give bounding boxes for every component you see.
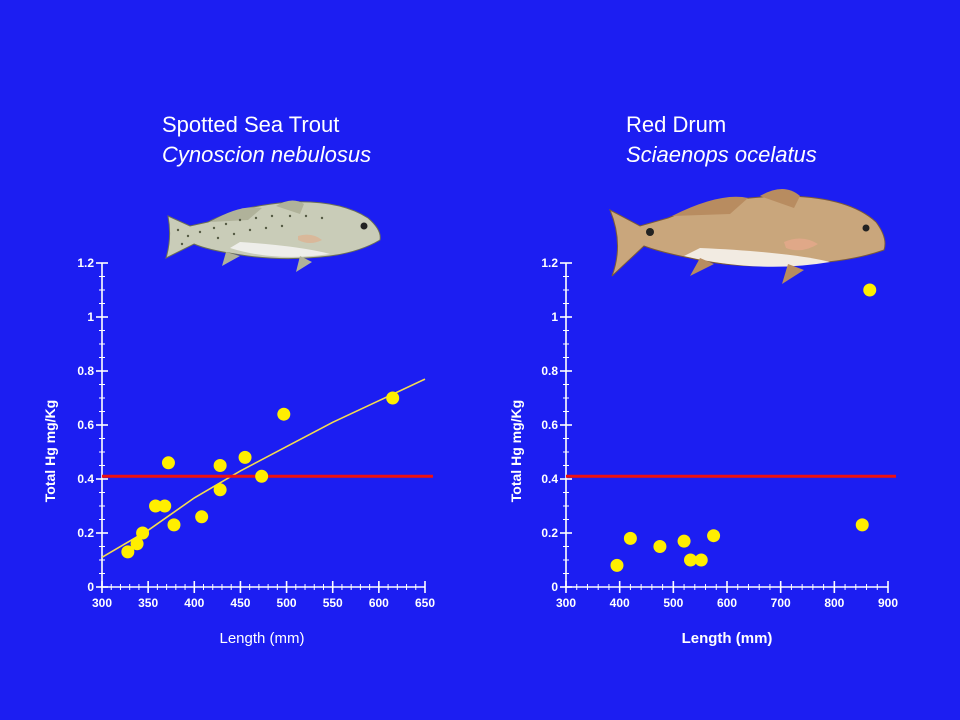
chart1-data-point <box>277 407 291 421</box>
chart1-data-point <box>161 456 175 470</box>
chart-red-drum: 0 0.2 0.4 0.6 0.8 1 1.2 300 400 500 600 700 800 900 To… <box>508 256 898 647</box>
chart1-x-tick-label: 400 <box>184 596 204 610</box>
chart1-title: Spotted Sea Trout <box>162 112 339 137</box>
chart1-data-point <box>255 469 269 483</box>
chart1-x-tick-label: 350 <box>138 596 158 610</box>
chart1-x-tick-label: 450 <box>230 596 250 610</box>
chart2-data-point <box>707 529 721 543</box>
chart1-data-point <box>167 518 181 532</box>
chart1-y-tick-label: 0.6 <box>77 418 94 432</box>
chart2-y-tick-label: 0 <box>551 580 558 594</box>
chart1-data-point <box>136 526 150 540</box>
chart2-x-tick-label: 800 <box>824 596 844 610</box>
chart2-data-point <box>863 283 877 297</box>
chart1-x-axis-label: Length (mm) <box>219 630 304 647</box>
chart1-subtitle: Cynoscion nebulosus <box>162 142 371 167</box>
chart2-y-tick-label: 0.2 <box>541 526 558 540</box>
chart1-y-tick-label: 0.8 <box>77 364 94 378</box>
chart1-y-tick-label: 0 <box>87 580 94 594</box>
chart1-y-tick-label: 1.2 <box>77 256 94 270</box>
chart2-data-point <box>610 558 624 572</box>
chart1-data-point <box>195 510 209 524</box>
chart2-subtitle: Sciaenops ocelatus <box>626 142 817 167</box>
chart2-y-axis-label: Total Hg mg/Kg <box>508 400 524 502</box>
chart1-data-point <box>121 545 135 559</box>
chart1-trend-line <box>101 378 426 558</box>
chart2-y-tick-label: 1.2 <box>541 256 558 270</box>
chart2-y-tick-label: 0.6 <box>541 418 558 432</box>
spotted-sea-trout-illustration <box>165 200 381 272</box>
chart2-x-tick-label: 700 <box>771 596 791 610</box>
chart1-data-point <box>213 483 227 497</box>
chart1-data-point <box>149 499 163 513</box>
chart2-x-tick-label: 300 <box>556 596 576 610</box>
chart2-x-axis-label: Length (mm) <box>682 630 773 647</box>
chart1-x-tick-label: 600 <box>369 596 389 610</box>
chart2-x-tick-label: 600 <box>717 596 737 610</box>
chart2-y-tick-label: 0.4 <box>541 472 558 486</box>
chart1-x-tick-label: 300 <box>92 596 112 610</box>
chart2-title: Red Drum <box>626 112 726 137</box>
chart1-x-tick-label: 500 <box>277 596 297 610</box>
chart1-x-tick-label: 550 <box>323 596 343 610</box>
chart1-data-point <box>130 537 144 551</box>
chart2-data-point <box>694 553 708 567</box>
chart2-x-tick-label: 400 <box>610 596 630 610</box>
red-drum-illustration <box>609 189 886 284</box>
chart1-y-tick-label: 1 <box>87 310 94 324</box>
chart1-y-axis-label: Total Hg mg/Kg <box>42 400 58 502</box>
chart1-data-point <box>386 391 400 405</box>
chart-spotted-sea-trout: 0 0.2 0.4 0.6 0.8 1 1.2 300 350 400 450 500 550 600 65… <box>42 256 435 647</box>
chart2-data-point <box>653 540 667 553</box>
chart2-x-tick-label: 500 <box>663 596 683 610</box>
chart2-x-tick-label: 900 <box>878 596 898 610</box>
chart1-y-tick-label: 0.4 <box>77 472 94 486</box>
chart1-data-point <box>213 459 227 472</box>
chart2-y-tick-label: 0.8 <box>541 364 558 378</box>
chart2-y-tick-label: 1 <box>551 310 558 324</box>
chart1-x-tick-label: 650 <box>415 596 435 610</box>
chart1-data-point <box>158 499 172 513</box>
chart1-data-point <box>238 450 252 464</box>
chart1-y-tick-label: 0.2 <box>77 526 94 540</box>
chart2-data-point <box>855 518 869 532</box>
chart2-data-point <box>684 553 698 567</box>
chart2-data-point <box>677 534 691 548</box>
chart2-data-point <box>623 531 637 545</box>
